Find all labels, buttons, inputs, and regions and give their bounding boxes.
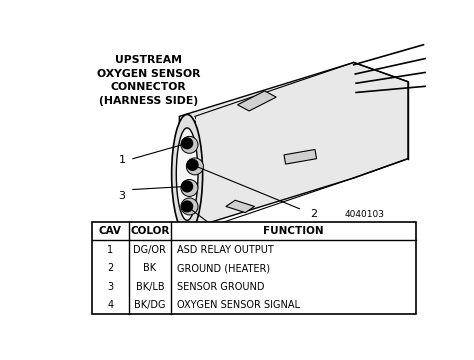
Text: BK: BK (143, 263, 156, 273)
Text: OXYGEN SENSOR SIGNAL: OXYGEN SENSOR SIGNAL (177, 300, 300, 310)
Circle shape (182, 138, 192, 149)
Text: CAV: CAV (99, 226, 122, 236)
Text: DG/OR: DG/OR (134, 244, 166, 255)
Text: ASD RELAY OUTPUT: ASD RELAY OUTPUT (177, 244, 274, 255)
Text: BK/LB: BK/LB (136, 282, 164, 292)
Circle shape (187, 159, 198, 170)
Ellipse shape (181, 180, 198, 197)
Text: (HARNESS SIDE): (HARNESS SIDE) (99, 96, 198, 106)
Text: COLOR: COLOR (130, 226, 170, 236)
Ellipse shape (176, 128, 198, 220)
Text: SENSOR GROUND: SENSOR GROUND (177, 282, 264, 292)
Ellipse shape (181, 136, 198, 153)
Text: 1: 1 (119, 155, 126, 165)
Circle shape (182, 181, 192, 192)
Ellipse shape (186, 158, 203, 175)
Polygon shape (179, 62, 408, 232)
Ellipse shape (172, 114, 202, 234)
Ellipse shape (181, 198, 198, 215)
Text: FUNCTION: FUNCTION (263, 226, 324, 236)
Text: 4040103: 4040103 (345, 210, 385, 219)
Polygon shape (237, 91, 276, 111)
Text: UPSTREAM: UPSTREAM (115, 55, 182, 65)
Polygon shape (226, 200, 255, 213)
Text: BK/DG: BK/DG (134, 300, 166, 310)
Text: 4: 4 (222, 238, 229, 248)
Bar (92, 222, 416, 314)
Text: GROUND (HEATER): GROUND (HEATER) (177, 263, 270, 273)
Circle shape (182, 201, 192, 212)
Text: 2: 2 (107, 263, 114, 273)
Text: 3: 3 (107, 282, 113, 292)
Text: 2: 2 (310, 209, 317, 219)
Text: OXYGEN SENSOR: OXYGEN SENSOR (97, 69, 200, 78)
Text: 3: 3 (118, 191, 125, 201)
Text: 1: 1 (107, 244, 113, 255)
Polygon shape (284, 149, 317, 164)
Text: CONNECTOR: CONNECTOR (110, 82, 186, 93)
Text: 4: 4 (107, 300, 113, 310)
